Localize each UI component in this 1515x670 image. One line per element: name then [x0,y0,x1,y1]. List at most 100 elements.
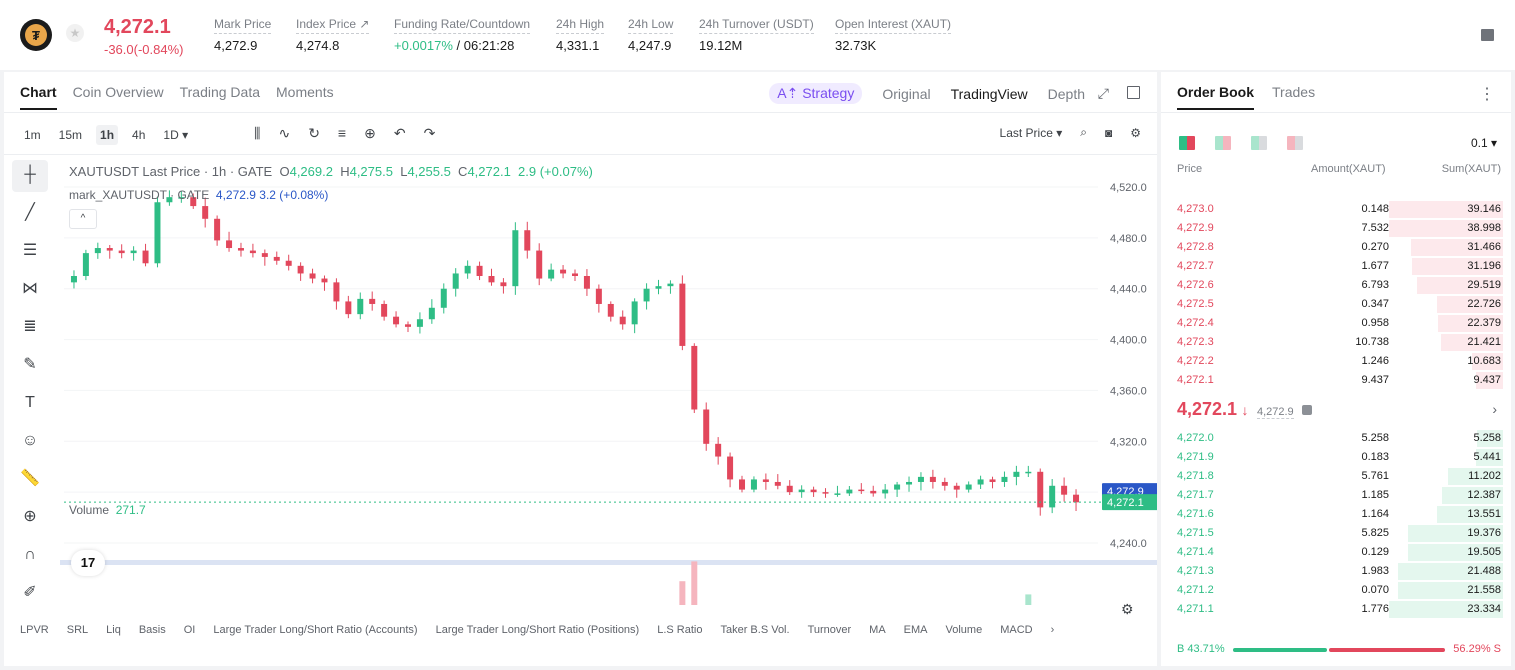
indicator-item[interactable]: Taker B.S Vol. [720,624,790,636]
indicator-item[interactable]: Large Trader Long/Short Ratio (Positions… [435,624,640,636]
tab-coin-overview[interactable]: Coin Overview [72,84,164,100]
bid-row[interactable]: 4,271.1 1.776 23.334 [1161,600,1511,619]
expand-icon[interactable]: ⤢ [1097,85,1109,101]
bid-row[interactable]: 4,271.4 0.129 19.505 [1161,543,1511,562]
ask-row[interactable]: 4,272.3 10.738 21.421 [1161,333,1511,352]
indicator-item[interactable]: Turnover [807,624,852,636]
precision-dropdown[interactable]: 0.1 ▾ [1470,136,1497,150]
template-icon[interactable]: ≡ [337,125,347,141]
tradingview-logo[interactable]: 17 [71,550,105,576]
tab-trading-data[interactable]: Trading Data [179,84,261,100]
pane-separator[interactable] [60,560,1157,565]
ask-row[interactable]: 4,272.1 9.437 9.437 [1161,371,1511,390]
tab-depth[interactable]: Depth [1047,85,1085,102]
replay-icon[interactable]: ↻ [308,125,320,141]
candle-type-icon[interactable]: ⫼ [254,125,261,141]
indicator-item[interactable]: MACD [1000,624,1033,636]
strategy-button[interactable]: A⇡ Strategy [769,83,863,104]
contract-info-icon[interactable] [1481,29,1494,41]
depth-bar [1448,468,1503,485]
favorite-star-icon[interactable]: ★ [66,24,84,42]
bid-row[interactable]: 4,271.8 5.761 11.202 [1161,467,1511,486]
tab-trades[interactable]: Trades [1272,84,1316,100]
indicator-item[interactable]: L.S Ratio [657,624,703,636]
book-mode-asks-icon[interactable] [1287,136,1303,150]
indicator-item[interactable]: Large Trader Long/Short Ratio (Accounts) [213,624,418,636]
stat-funding-rate[interactable]: Funding Rate/Countdown +0.0017% / 06:21:… [394,17,531,53]
mid-mark-price: 4,272.9 [1256,406,1294,419]
crosshair-icon[interactable]: ┼ [12,160,48,192]
book-mode-bids-icon[interactable] [1251,136,1267,150]
ask-row[interactable]: 4,272.6 6.793 29.519 [1161,276,1511,295]
bid-amount: 0.183 [1361,451,1389,463]
camera-icon[interactable]: ◙ [1104,125,1113,140]
indicators-icon[interactable]: ∿ [278,125,291,141]
trend-line-icon[interactable]: ╱ [25,204,35,221]
ask-row[interactable]: 4,272.9 7.532 38.998 [1161,219,1511,238]
ask-row[interactable]: 4,272.7 1.677 31.196 [1161,257,1511,276]
indicator-item[interactable]: Volume [945,624,983,636]
stat-index-price[interactable]: Index Price ↗ 4,274.8 [296,17,370,53]
zoom-in-icon[interactable]: ⊕ [23,508,37,525]
timeframe-1m[interactable]: 1m [24,128,41,142]
ask-row[interactable]: 4,272.5 0.347 22.726 [1161,295,1511,314]
gear-icon[interactable]: ⚙ [1130,125,1141,140]
last-price-tag [1102,494,1157,511]
undo-icon[interactable]: ↶ [393,125,406,141]
ask-row[interactable]: 4,272.4 0.958 22.379 [1161,314,1511,333]
price-type-dropdown[interactable]: Last Price ▾ [999,125,1063,140]
mid-price-row[interactable]: 4,272.1 ↓ 4,272.9 › [1177,399,1501,420]
search-icon[interactable]: ⌕ [1080,125,1087,139]
chevron-right-icon[interactable]: › [1492,401,1497,417]
indicator-item[interactable]: EMA [903,624,928,636]
horizontal-lines-icon[interactable]: ☰ [22,242,38,259]
indicator-item[interactable]: MA [869,624,886,636]
bid-row[interactable]: 4,271.7 1.185 12.387 [1161,486,1511,505]
pattern-icon[interactable]: ⋈ [22,280,38,297]
tab-order-book[interactable]: Order Book [1177,84,1255,110]
text-tool-icon[interactable]: T [25,394,35,411]
bid-row[interactable]: 4,271.2 0.070 21.558 [1161,581,1511,600]
indicator-item[interactable]: › [1050,624,1055,636]
redo-icon[interactable]: ↷ [423,125,436,141]
ask-sum: 9.437 [1473,374,1501,386]
price-chart[interactable]: 4,520.0 4,480.0 4,440.0 4,400.0 4,360.0 4,320… [60,155,1157,605]
tab-original[interactable]: Original [882,85,931,102]
indicator-item[interactable]: OI [183,624,196,636]
indicator-item[interactable]: LPVR [20,624,49,636]
lock-drawings-icon[interactable]: ✐ [23,584,37,601]
tab-chart[interactable]: Chart [20,84,57,110]
emoji-icon[interactable]: ☺ [21,432,39,449]
bid-row[interactable]: 4,272.0 5.258 5.258 [1161,429,1511,448]
axis-settings-icon[interactable]: ⚙ [1121,601,1134,617]
tab-tradingview[interactable]: TradingView [950,85,1028,102]
ruler-icon[interactable]: 📏 [20,470,40,487]
ask-row[interactable]: 4,272.2 1.246 10.683 [1161,352,1511,371]
timeframe-1d-dropdown[interactable]: 1D ▾ [163,128,189,142]
collapse-legend-button[interactable]: ^ [69,209,97,229]
bid-row[interactable]: 4,271.9 0.183 5.441 [1161,448,1511,467]
indicator-item[interactable]: Basis [138,624,166,636]
ask-row[interactable]: 4,273.0 0.148 39.146 [1161,200,1511,219]
bid-price: 4,272.0 [1177,432,1214,444]
book-mode-both-icon[interactable] [1179,136,1195,150]
ask-row[interactable]: 4,272.8 0.270 31.466 [1161,238,1511,257]
tab-moments[interactable]: Moments [276,84,334,100]
indicator-item[interactable]: SRL [66,624,89,636]
magnet-icon[interactable]: ∩ [24,546,36,563]
add-indicator-icon[interactable]: ⊕ [364,125,376,141]
more-icon[interactable]: ⋮ [1479,86,1495,103]
bid-row[interactable]: 4,271.5 5.825 19.376 [1161,524,1511,543]
bid-row[interactable]: 4,271.6 1.164 13.551 [1161,505,1511,524]
fib-icon[interactable]: ≣ [23,318,37,335]
timeframe-15m[interactable]: 15m [58,128,83,142]
indicator-item[interactable]: Liq [106,624,121,636]
stat-mark-price[interactable]: Mark Price 4,272.9 [214,17,272,53]
timeframe-1h[interactable]: 1h [96,125,119,145]
brush-icon[interactable]: ✎ [23,356,37,373]
book-mode-split-icon[interactable] [1215,136,1231,150]
timeframe-4h[interactable]: 4h [132,128,146,142]
fullscreen-icon[interactable] [1127,86,1140,99]
bid-row[interactable]: 4,271.3 1.983 21.488 [1161,562,1511,581]
stat-open-interest[interactable]: Open Interest (XAUT) 32.73K [835,17,952,53]
